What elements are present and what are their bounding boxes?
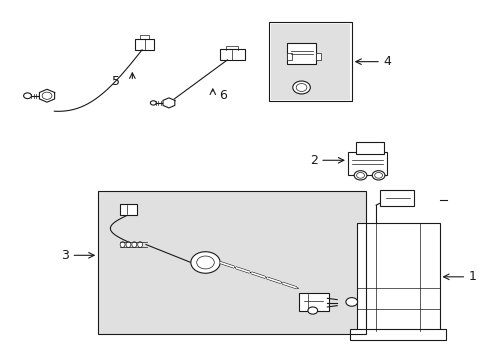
FancyBboxPatch shape [299, 293, 328, 311]
Ellipse shape [132, 242, 137, 247]
Circle shape [150, 101, 156, 105]
Circle shape [292, 81, 310, 94]
Bar [356, 223, 439, 330]
Circle shape [296, 84, 306, 91]
Circle shape [345, 298, 357, 306]
Polygon shape [163, 98, 175, 108]
Circle shape [42, 92, 52, 99]
Text: 2: 2 [309, 154, 317, 167]
Text: 3: 3 [61, 249, 69, 262]
Circle shape [190, 252, 220, 273]
FancyBboxPatch shape [347, 152, 386, 175]
Bar [287, 53, 292, 60]
Text: 6: 6 [219, 89, 226, 102]
FancyBboxPatch shape [120, 204, 137, 215]
Circle shape [374, 172, 382, 178]
FancyBboxPatch shape [349, 329, 446, 340]
Circle shape [196, 256, 214, 269]
Text: 4: 4 [383, 55, 390, 68]
FancyBboxPatch shape [287, 43, 316, 64]
FancyBboxPatch shape [379, 190, 413, 206]
Circle shape [371, 171, 384, 180]
Bar [270, 24, 349, 100]
Polygon shape [40, 89, 55, 102]
Circle shape [23, 93, 31, 99]
Circle shape [353, 171, 366, 180]
Bar [268, 22, 351, 101]
FancyBboxPatch shape [135, 39, 154, 50]
Bar [316, 53, 321, 60]
Bar [98, 191, 366, 334]
Text: 5: 5 [112, 75, 120, 88]
Bar [98, 191, 366, 334]
FancyBboxPatch shape [219, 49, 244, 60]
Ellipse shape [138, 242, 142, 247]
Ellipse shape [126, 242, 131, 247]
Ellipse shape [120, 242, 125, 247]
Circle shape [356, 172, 364, 178]
Text: 1: 1 [468, 270, 476, 283]
FancyBboxPatch shape [355, 141, 384, 154]
Circle shape [307, 307, 317, 314]
